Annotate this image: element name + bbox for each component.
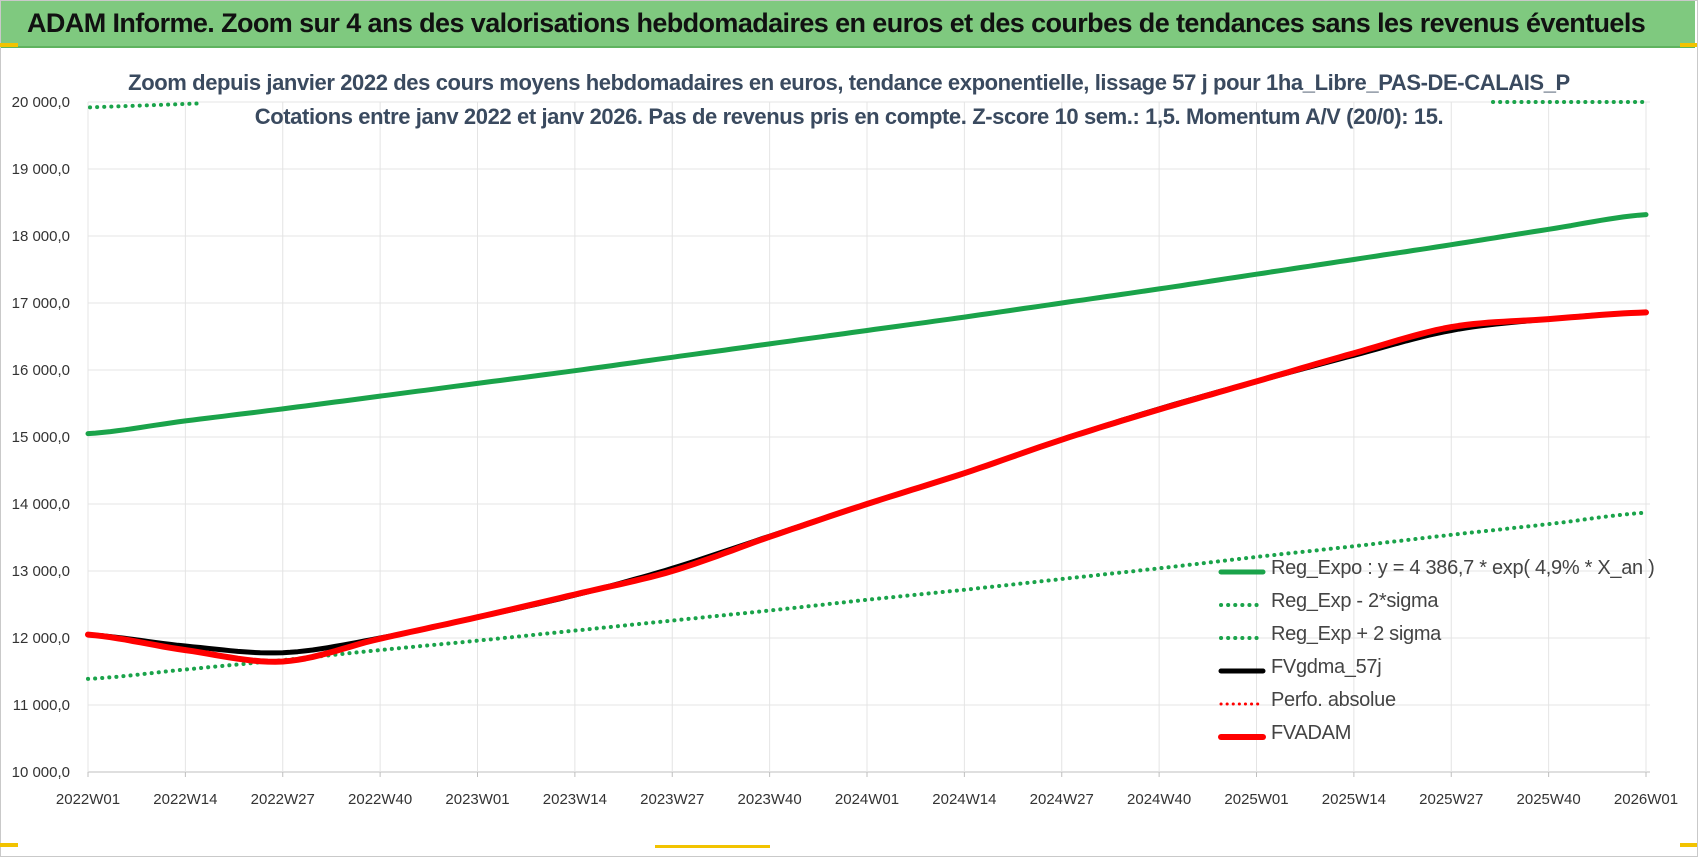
corner-handle-bottom-right (1680, 843, 1697, 847)
x-tick-label: 2024W01 (835, 791, 899, 808)
y-axis: 10 000,0 11 000,0 12 000,0 13 000,0 14 000,0… (12, 94, 70, 781)
x-tick-label: 2022W01 (56, 791, 120, 808)
legend-label: Reg_Exp - 2*sigma (1271, 590, 1439, 612)
x-tick-label: 2022W14 (153, 791, 217, 808)
x-tick-label: 2025W01 (1224, 791, 1288, 808)
legend-swatch (1218, 668, 1266, 674)
y-tick-label: 16 000,0 (12, 362, 70, 379)
x-tick-label: 2023W01 (445, 791, 509, 808)
y-tick-label: 15 000,0 (12, 429, 70, 446)
legend-item: Reg_Exp + 2 sigma (1218, 621, 1658, 654)
corner-handle-top-left (0, 43, 18, 47)
legend-swatch (1218, 569, 1266, 575)
y-tick-label: 14 000,0 (12, 496, 70, 513)
y-tick-label: 12 000,0 (12, 630, 70, 647)
report-title: ADAM Informe. Zoom sur 4 ans des valoris… (27, 8, 1646, 38)
chart-title: Zoom depuis janvier 2022 des cours moyen… (128, 70, 1570, 95)
x-tick-label: 2022W40 (348, 791, 412, 808)
legend-item: FVgdma_57j (1218, 654, 1658, 687)
y-tick-label: 17 000,0 (12, 295, 70, 312)
x-tick-label: 2023W40 (738, 791, 802, 808)
chart-series (85, 100, 1649, 681)
chart-subtitle: Cotations entre janv 2022 et janv 2026. … (254, 104, 1444, 129)
y-tick-label: 18 000,0 (12, 228, 70, 245)
legend-swatch (1218, 734, 1266, 740)
x-tick-label: 2023W14 (543, 791, 607, 808)
x-tick-label: 2022W27 (251, 791, 315, 808)
series-line-5 (85, 309, 1649, 665)
chart-grid (87, 101, 1650, 777)
legend-swatch (1219, 636, 1265, 640)
series-line-reg-exp-plus (88, 101, 204, 110)
title-banner: ADAM Informe. Zoom sur 4 ans des valoris… (1, 1, 1695, 48)
y-tick-label: 20 000,0 (12, 94, 70, 111)
corner-handle-top-right (1680, 43, 1697, 47)
legend-label: FVADAM (1271, 722, 1352, 744)
legend-item: FVADAM (1218, 720, 1658, 753)
corner-handle-bottom-left (0, 843, 18, 847)
x-tick-label: 2024W40 (1127, 791, 1191, 808)
y-tick-label: 11 000,0 (13, 697, 70, 714)
legend-label: Reg_Expo : y = 4 386,7 * exp( 4,9% * X_a… (1271, 557, 1655, 579)
x-tick-label: 2025W40 (1517, 791, 1581, 808)
y-tick-label: 10 000,0 (12, 764, 70, 781)
legend-label: FVgdma_57j (1271, 656, 1382, 678)
legend-label: Perfo. absolue (1271, 689, 1396, 711)
legend-label: Reg_Exp + 2 sigma (1271, 623, 1441, 645)
x-tick-label: 2024W27 (1030, 791, 1094, 808)
x-tick-label: 2026W01 (1614, 791, 1678, 808)
legend-swatch (1219, 702, 1265, 706)
chart-legend: Reg_Expo : y = 4 386,7 * exp( 4,9% * X_a… (1218, 555, 1658, 753)
legend-item: Reg_Expo : y = 4 386,7 * exp( 4,9% * X_a… (1218, 555, 1658, 588)
x-axis: 2022W01 2022W14 2022W27 2022W40 2023W01 2023W… (56, 791, 1678, 808)
resize-handle-bottom (655, 845, 770, 848)
x-tick-label: 2024W14 (932, 791, 996, 808)
legend-item: Perfo. absolue (1218, 687, 1658, 720)
x-tick-label: 2023W27 (640, 791, 704, 808)
x-tick-label: 2025W27 (1419, 791, 1483, 808)
x-tick-label: 2025W14 (1322, 791, 1386, 808)
series-line-0 (85, 212, 1649, 437)
y-tick-label: 13 000,0 (12, 563, 70, 580)
legend-item: Reg_Exp - 2*sigma (1218, 588, 1658, 621)
series-line-1 (86, 510, 1648, 681)
y-tick-label: 19 000,0 (12, 161, 70, 178)
legend-swatch (1219, 603, 1265, 607)
